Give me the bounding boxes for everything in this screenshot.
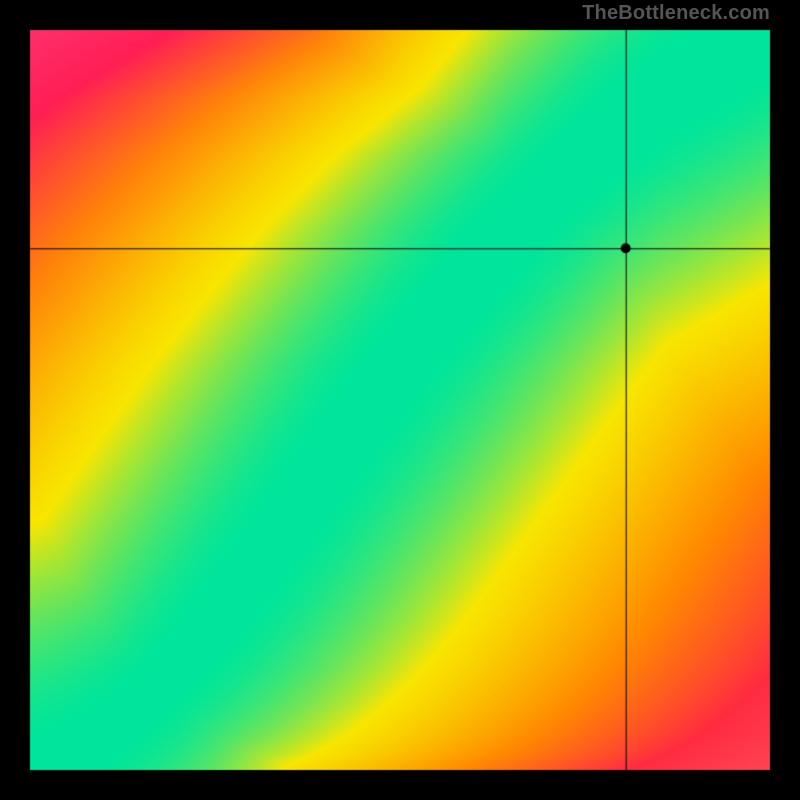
watermark-text: TheBottleneck.com: [582, 2, 770, 25]
crosshair-overlay: [0, 0, 800, 800]
chart-container: { "watermark": { "text": "TheBottleneck.…: [0, 0, 800, 800]
